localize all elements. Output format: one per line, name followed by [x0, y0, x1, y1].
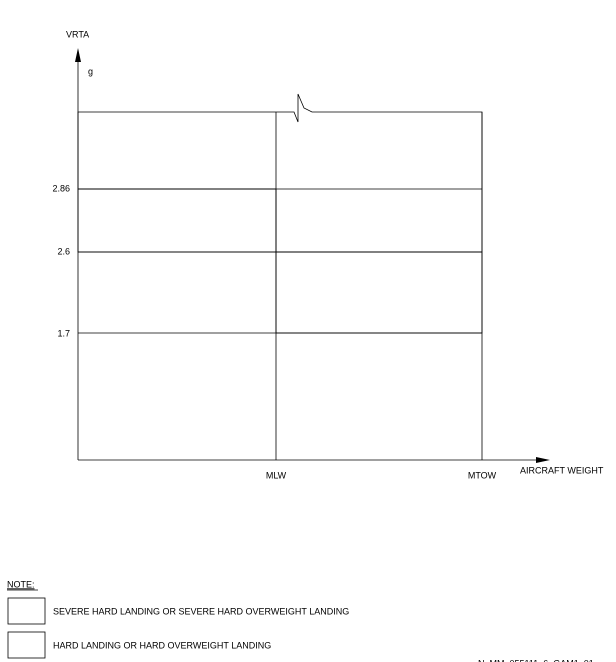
axes — [75, 48, 550, 463]
note-title: NOTE: — [7, 579, 35, 589]
hard-region — [77, 188, 483, 334]
legend-text: SEVERE HARD LANDING OR SEVERE HARD OVERW… — [53, 606, 349, 616]
legend-text: HARD LANDING OR HARD OVERWEIGHT LANDING — [53, 640, 271, 650]
legend-swatch — [7, 597, 46, 625]
severe-region — [77, 93, 483, 253]
x-axis-label: AIRCRAFT WEIGHT — [520, 465, 604, 475]
figure-id: N_MM_055111_6_GAM1_01 — [478, 658, 594, 662]
y-level: 1.7 — [57, 328, 70, 338]
y-axis-label: VRTA — [66, 29, 89, 39]
y-level: 2.86 — [52, 183, 70, 193]
y-unit: g — [88, 66, 93, 76]
x-mark: MTOW — [468, 470, 497, 480]
y-level: 2.6 — [57, 246, 70, 256]
x-mark: MLW — [266, 470, 287, 480]
grid — [78, 112, 483, 460]
legend-swatch — [7, 631, 46, 659]
